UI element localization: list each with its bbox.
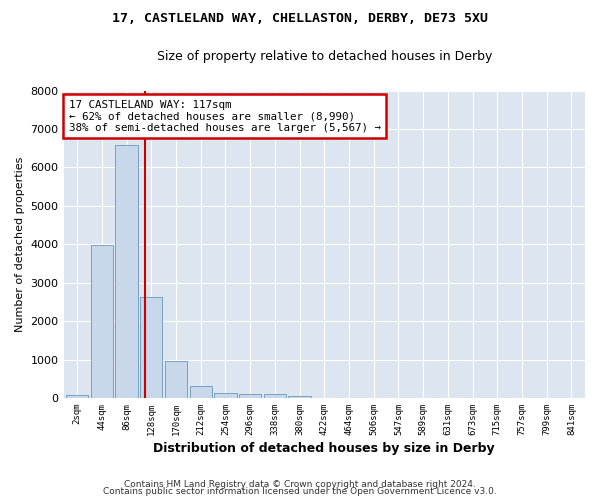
X-axis label: Distribution of detached houses by size in Derby: Distribution of detached houses by size …: [154, 442, 495, 455]
Bar: [140, 298, 163, 398]
Bar: [239, 394, 261, 398]
Text: 17, CASTLELAND WAY, CHELLASTON, DERBY, DE73 5XU: 17, CASTLELAND WAY, CHELLASTON, DERBY, D…: [112, 12, 488, 26]
Text: Contains public sector information licensed under the Open Government Licence v3: Contains public sector information licen…: [103, 488, 497, 496]
Bar: [66, 395, 88, 398]
Bar: [165, 362, 187, 398]
Bar: [91, 245, 113, 398]
Bar: [289, 396, 311, 398]
Title: Size of property relative to detached houses in Derby: Size of property relative to detached ho…: [157, 50, 492, 63]
Bar: [190, 386, 212, 398]
Text: 17 CASTLELAND WAY: 117sqm
← 62% of detached houses are smaller (8,990)
38% of se: 17 CASTLELAND WAY: 117sqm ← 62% of detac…: [69, 100, 381, 133]
Y-axis label: Number of detached properties: Number of detached properties: [15, 156, 25, 332]
Bar: [214, 393, 236, 398]
Text: Contains HM Land Registry data © Crown copyright and database right 2024.: Contains HM Land Registry data © Crown c…: [124, 480, 476, 489]
Bar: [115, 145, 137, 398]
Bar: [264, 394, 286, 398]
